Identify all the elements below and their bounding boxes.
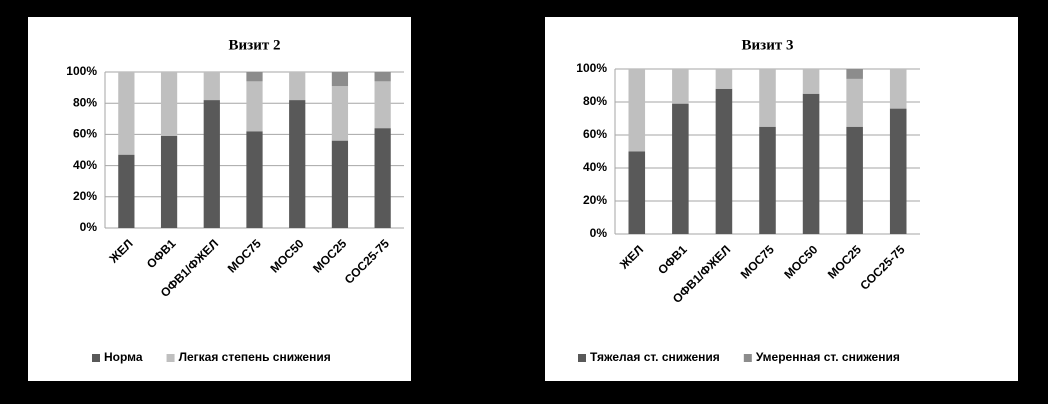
legend-swatch	[92, 354, 100, 362]
bar-segment	[203, 72, 220, 101]
y-tick-label: 100%	[66, 64, 97, 78]
y-tick-label: 60%	[583, 127, 607, 141]
legend-swatch	[743, 354, 752, 362]
bar-segment	[759, 126, 776, 234]
bar-segment	[889, 108, 907, 234]
bar-segment	[118, 154, 135, 228]
bar-segment	[289, 72, 306, 101]
bar-segment	[374, 81, 391, 129]
bar-segment	[672, 69, 689, 104]
y-tick-label: 20%	[583, 193, 607, 207]
bar-segment	[246, 131, 263, 228]
y-tick-label: 40%	[73, 158, 97, 172]
y-tick-label: 80%	[583, 94, 607, 108]
bar-segment	[118, 72, 135, 155]
legend-swatch	[578, 354, 586, 362]
y-tick-label: 0%	[590, 226, 608, 240]
bar-segment	[628, 151, 646, 234]
bar-segment	[331, 86, 349, 141]
bar-segment	[374, 72, 391, 82]
y-tick-label: 0%	[80, 220, 98, 234]
legend-label: Умеренная ст. снижения	[756, 350, 900, 364]
chart-title: Визит 3	[742, 37, 794, 53]
bar-segment	[628, 69, 646, 152]
y-tick-label: 80%	[73, 95, 97, 109]
legend-label: Норма	[104, 350, 143, 364]
bar-segment	[802, 69, 820, 94]
bar-segment	[715, 88, 733, 234]
chart-title: Визит 2	[229, 37, 281, 53]
y-tick-label: 60%	[73, 127, 97, 141]
bar-segment	[672, 103, 689, 235]
bar-segment	[160, 72, 178, 136]
bar-segment	[715, 69, 733, 89]
bar-segment	[846, 78, 863, 127]
legend-label: Легкая степень снижения	[179, 350, 331, 364]
y-tick-label: 100%	[576, 61, 607, 75]
bar-segment	[331, 140, 349, 228]
bar-segment	[802, 93, 820, 234]
chart-panel	[545, 17, 1018, 381]
bar-segment	[246, 81, 263, 132]
y-tick-label: 20%	[73, 189, 97, 203]
legend-swatch	[166, 354, 175, 362]
bar-segment	[759, 69, 776, 127]
bar-segment	[889, 69, 907, 109]
bar-segment	[331, 72, 349, 87]
bar-segment	[246, 72, 263, 82]
bar-segment	[203, 100, 220, 228]
y-tick-label: 40%	[583, 160, 607, 174]
bar-segment	[289, 100, 306, 228]
bar-segment	[846, 126, 863, 234]
bar-segment	[374, 128, 391, 228]
legend-label: Тяжелая ст. снижения	[590, 350, 720, 364]
bar-segment	[846, 69, 863, 79]
bar-segment	[160, 135, 178, 228]
